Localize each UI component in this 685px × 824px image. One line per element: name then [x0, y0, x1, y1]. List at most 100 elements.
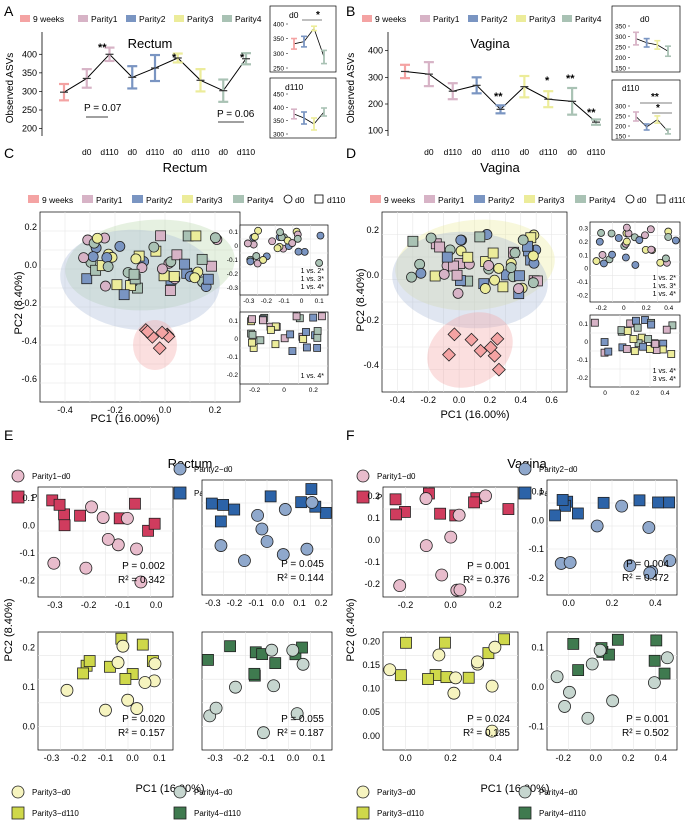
panel-a: 9 weeks Parity1 Parity2 Parity3 Parity4 … — [5, 5, 337, 157]
y-tick-label: 0 — [584, 339, 588, 346]
sample-point — [250, 232, 259, 241]
sample-point — [60, 683, 74, 697]
significance-star: * — [316, 10, 320, 21]
sample-point — [118, 289, 130, 301]
sample-point — [356, 490, 370, 504]
panel-f: Vagina PC1 (16.00%) PC2 (8.40%) Parity1−… — [345, 456, 678, 820]
x-tick-label: d110 — [444, 147, 463, 157]
r-squared: R² = 0.144 — [277, 573, 324, 584]
sample-point — [622, 345, 631, 353]
legend-label: Parity1 — [91, 14, 118, 24]
legend-c: 9 weeks Parity1 Parity2 Parity3 Parity4 d0 d11… — [28, 194, 346, 205]
x-tick-label: -0.4 — [390, 395, 406, 405]
panel-b-title: Vagina — [470, 36, 510, 51]
legend-label: Parity3 — [187, 14, 214, 24]
y-tick-label: -0.1 — [577, 279, 589, 286]
r-squared: R² = 0.502 — [622, 728, 669, 739]
comparison-label: 1 vs. 2* — [653, 275, 677, 282]
x-tick-label: -0.1 — [248, 598, 264, 608]
panel-b-xticks: d0 d110 d0 d110 d0 d110 d0 d110 — [424, 147, 605, 157]
sample-point — [100, 280, 111, 292]
sample-point — [205, 497, 218, 510]
sample-point — [265, 643, 279, 657]
panel-e: Rectum PC1 (16.00%) PC2 (8.40%) Parity1−… — [3, 456, 333, 820]
y-tick-label: 0.10 — [362, 684, 380, 694]
x-tick-label: 0.1 — [293, 598, 306, 608]
y-tick-label: 300 — [22, 86, 37, 96]
panel-b-ylabel: Observed ASVs — [346, 53, 357, 124]
x-tick-label: 0.4 — [654, 753, 667, 763]
y-tick-label: 0.1 — [531, 487, 544, 497]
sample-point — [621, 253, 630, 262]
sample-point — [462, 671, 475, 684]
p-value: P = 0.001 — [626, 714, 669, 725]
inset-title: d110 — [285, 82, 304, 92]
significance-star: * — [656, 103, 660, 114]
r-squared: R² = 0.187 — [277, 728, 324, 739]
p-value: P = 0.06 — [217, 109, 255, 120]
sample-point — [414, 258, 426, 270]
sample-point — [623, 327, 632, 335]
x-tick-label: d110 — [491, 147, 510, 157]
sample-point — [171, 249, 183, 261]
x-tick-label: 0.6 — [545, 395, 558, 405]
legend-swatch — [28, 195, 39, 203]
sample-point — [264, 490, 277, 503]
sample-point — [243, 239, 252, 248]
sample-point — [597, 229, 605, 237]
sample-point — [485, 679, 499, 693]
legend-square — [314, 194, 324, 204]
panel-f-body: Parity1−d0Parity1−d110Parity2−d0Parity2−… — [356, 462, 678, 820]
x-tick-label: 0.1 — [313, 753, 326, 763]
y-tick-label: 0.2 — [22, 643, 35, 653]
x-tick-label: 0.0 — [562, 598, 575, 608]
sample-point — [356, 806, 370, 820]
legend-label: Parity2 — [488, 195, 515, 205]
y-tick-label: 150 — [615, 134, 626, 141]
sample-point — [130, 702, 144, 715]
sample-point — [229, 680, 242, 694]
x-tick-label: 0.2 — [630, 390, 639, 397]
sample-point — [611, 633, 624, 646]
sample-point — [313, 333, 322, 342]
legend-label: 9 weeks — [384, 195, 415, 205]
sample-point — [248, 315, 256, 324]
sample-point — [130, 253, 142, 265]
legend-d: 9 weeks Parity1 Parity2 Parity3 Parity4 d0 d11… — [370, 194, 685, 205]
x-tick-label: -0.4 — [57, 405, 73, 415]
x-tick-label: d0 — [472, 147, 482, 157]
legend-label: Parity4 — [235, 14, 262, 24]
sample-point — [155, 325, 170, 340]
legend-swatch — [126, 15, 136, 22]
sample-point — [273, 244, 282, 253]
sample-point — [140, 324, 155, 339]
sample-point — [505, 262, 517, 273]
legend-label: Parity1−d0 — [32, 472, 71, 481]
sample-point — [299, 335, 308, 343]
panel-d-title: Vagina — [480, 160, 520, 175]
y-tick-label: 0.1 — [22, 493, 35, 503]
sample-point — [497, 281, 509, 293]
y-tick-label: 400 — [273, 22, 284, 29]
sample-point — [296, 657, 310, 671]
sample-point — [81, 273, 93, 285]
legend-label: d0 — [637, 195, 647, 205]
sample-point — [189, 272, 201, 284]
y-tick-label: 300 — [615, 34, 626, 41]
sample-point — [488, 640, 502, 654]
y-tick-label: -0.4 — [21, 336, 37, 346]
y-tick-label: 100 — [368, 126, 383, 136]
x-tick-label: 0.2 — [642, 305, 651, 312]
sample-point — [295, 496, 308, 509]
inset-title: d0 — [640, 14, 650, 24]
x-tick-label: 0.0 — [399, 753, 412, 763]
y-tick-label: -0.2 — [19, 576, 35, 586]
x-tick-label: 0.0 — [126, 753, 139, 763]
x-tick-label: -0.3 — [207, 753, 223, 763]
x-tick-label: 0.4 — [514, 395, 527, 405]
sample-point — [316, 231, 325, 240]
legend-label: Parity1 — [438, 195, 465, 205]
inset-plot: 300 350 400 450 — [273, 92, 327, 139]
sample-point — [77, 667, 89, 680]
